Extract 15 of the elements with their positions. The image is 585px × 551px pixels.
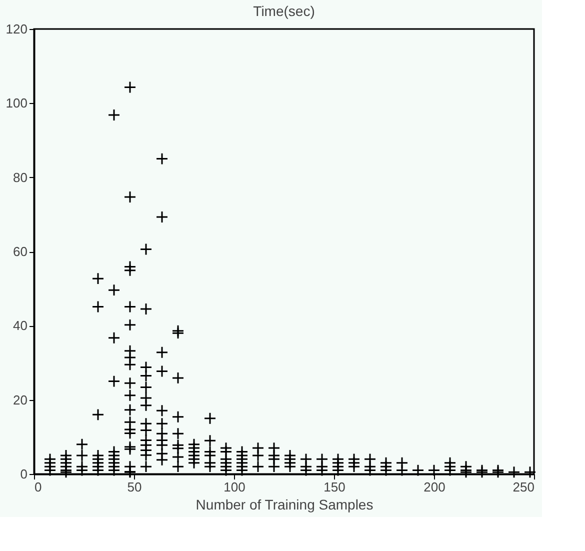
- x-axis-title: Number of Training Samples: [196, 496, 374, 512]
- x-tick-label: 150: [324, 480, 346, 494]
- x-tick-label: 50: [127, 480, 142, 494]
- y-tick-label: 0: [20, 466, 28, 482]
- y-tick-label: 100: [6, 96, 28, 111]
- x-tick-label: 100: [224, 480, 246, 494]
- y-tick-label: 40: [13, 318, 28, 334]
- chart-title: Time(sec): [253, 3, 315, 19]
- x-tick-label: 200: [424, 480, 446, 494]
- y-tick-label: 20: [13, 392, 28, 408]
- x-tick-label: 0: [34, 480, 42, 494]
- y-tick-label: 80: [13, 170, 28, 185]
- x-tick-label: 250: [512, 480, 534, 494]
- y-tick-label: 60: [13, 244, 28, 259]
- y-tick-label: 120: [6, 22, 28, 36]
